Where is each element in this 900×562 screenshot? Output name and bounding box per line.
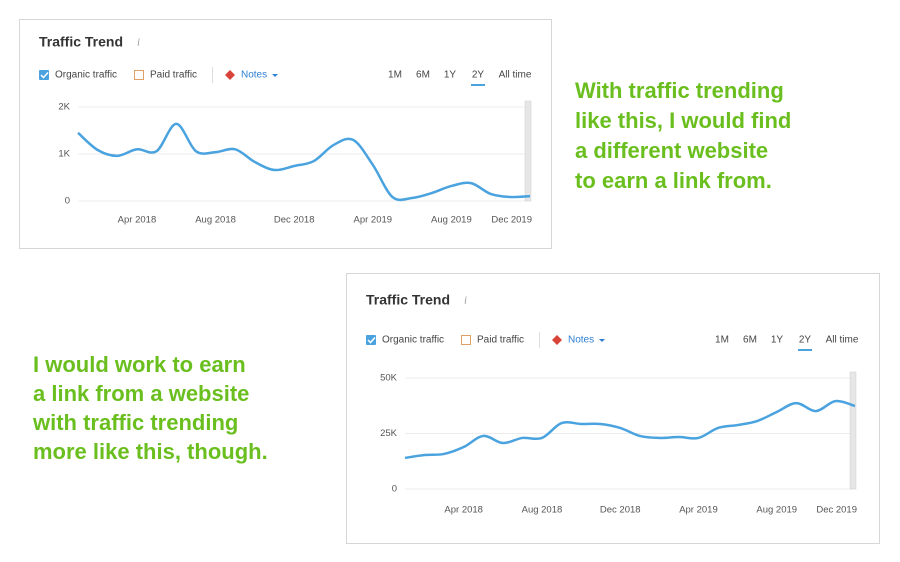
legend-label[interactable]: Organic traffic	[55, 70, 117, 81]
annotation: more like this, though.	[33, 439, 268, 464]
y-tick-label: 0	[65, 196, 70, 207]
x-tick-label: Apr 2019	[354, 215, 393, 226]
x-tick-label: Aug 2019	[431, 215, 472, 226]
legend-label[interactable]: Organic traffic	[382, 335, 444, 346]
caret	[599, 339, 605, 342]
annotation: a different website	[575, 138, 768, 163]
y-tick-label: 0	[392, 484, 397, 495]
card	[346, 273, 880, 544]
y-tick-label: 50K	[380, 373, 398, 384]
legend-label[interactable]: Paid traffic	[477, 335, 524, 346]
checkbox[interactable]	[39, 70, 49, 80]
x-tick-label: Apr 2018	[444, 505, 483, 516]
range-handle	[849, 371, 857, 490]
annotation: I would work to earn	[33, 352, 246, 377]
range-button[interactable]: 1M	[715, 335, 729, 346]
range-button[interactable]: 1Y	[444, 70, 457, 81]
notes-diamond	[552, 335, 562, 345]
x-tick-label: Dec 2018	[600, 505, 641, 516]
annotation: to earn a link from.	[575, 168, 772, 193]
card-title: Traffic Trend	[366, 292, 450, 308]
checkbox[interactable]	[366, 335, 376, 345]
checkbox[interactable]	[134, 70, 144, 80]
range-button[interactable]: 2Y	[799, 335, 812, 346]
traffic-line	[404, 399, 856, 460]
annotation: with traffic trending	[32, 410, 238, 435]
x-tick-label: Aug 2018	[195, 215, 236, 226]
x-tick-label: Apr 2019	[679, 505, 718, 516]
range-button[interactable]: 2Y	[472, 70, 485, 81]
checkmark	[40, 71, 49, 79]
annotation: like this, I would find	[575, 108, 791, 133]
x-tick-label: Dec 2019	[491, 215, 532, 226]
range-button[interactable]: 1Y	[771, 335, 784, 346]
x-tick-label: Apr 2018	[118, 215, 157, 226]
y-tick-label: 2K	[58, 102, 70, 113]
card	[19, 19, 552, 249]
legend-label[interactable]: Paid traffic	[150, 70, 197, 81]
range-button[interactable]: All time	[826, 335, 859, 346]
range-button[interactable]: 1M	[388, 70, 402, 81]
y-tick-label: 1K	[58, 149, 70, 160]
annotation: With traffic trending	[575, 78, 784, 103]
x-tick-label: Dec 2018	[274, 215, 315, 226]
x-tick-label: Aug 2018	[522, 505, 563, 516]
notes-button[interactable]: Notes	[568, 335, 594, 346]
notes-diamond	[225, 70, 235, 80]
checkbox[interactable]	[461, 335, 471, 345]
info-icon: i	[137, 37, 140, 49]
range-handle	[524, 100, 532, 202]
caret	[272, 74, 278, 77]
checkmark	[367, 336, 376, 344]
y-tick-label: 25K	[380, 428, 398, 439]
info-icon: i	[464, 295, 467, 307]
range-button[interactable]: All time	[499, 70, 532, 81]
annotation: a link from a website	[33, 381, 249, 406]
range-button[interactable]: 6M	[416, 70, 430, 81]
x-tick-label: Aug 2019	[756, 505, 797, 516]
traffic-line	[77, 122, 531, 202]
notes-button[interactable]: Notes	[241, 70, 267, 81]
card-title: Traffic Trend	[39, 34, 123, 50]
range-button[interactable]: 6M	[743, 335, 757, 346]
x-tick-label: Dec 2019	[816, 505, 857, 516]
